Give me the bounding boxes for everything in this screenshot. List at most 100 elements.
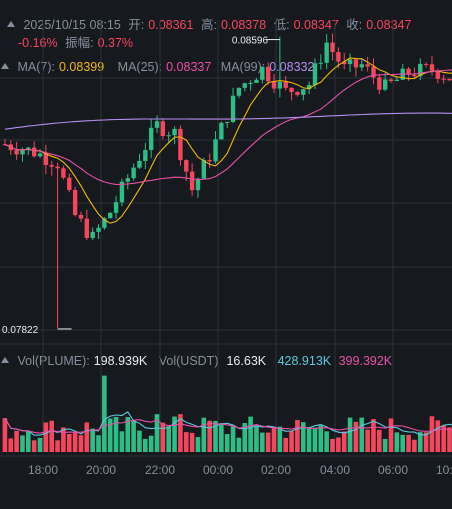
candle-body	[195, 178, 201, 191]
candle-body	[67, 177, 72, 190]
volume-bar	[248, 416, 253, 452]
candle-body	[26, 147, 31, 151]
volume-bar	[306, 427, 312, 452]
ma7-line	[4, 57, 452, 224]
candle-body	[96, 227, 101, 232]
candle-body	[382, 79, 388, 90]
volume-bar	[347, 417, 353, 452]
volume-bar	[330, 438, 335, 452]
candle-body	[14, 150, 19, 155]
close-value: 0.08347	[366, 18, 412, 32]
volume-bar	[96, 435, 101, 452]
ma99-value: 0.08332	[269, 60, 315, 74]
volume-bar	[102, 375, 107, 452]
volume-bar	[125, 417, 131, 452]
volume-bar	[394, 432, 400, 452]
candle-body	[78, 214, 84, 219]
volume-bar	[66, 433, 72, 452]
candle-body	[242, 83, 247, 88]
candle-body	[20, 150, 25, 155]
volume-bar	[8, 438, 14, 452]
volume-bar	[178, 414, 183, 452]
candle-body	[61, 168, 66, 178]
volume-bar	[283, 437, 288, 452]
volume-bar	[90, 428, 95, 452]
candle-body	[219, 122, 224, 140]
volume-bar	[2, 418, 8, 452]
candle-body	[435, 70, 441, 79]
candle-body	[418, 63, 423, 77]
volume-bar	[388, 418, 394, 452]
ma25-line	[4, 69, 452, 185]
candle-body	[119, 181, 125, 203]
x-tick-label: 10:	[436, 463, 452, 477]
candle-body	[277, 81, 283, 89]
volume-bar	[143, 438, 148, 452]
volume-bar	[195, 437, 201, 452]
vol-plume-value: 198.939K	[93, 354, 148, 368]
candle-body	[365, 64, 370, 67]
candle-body	[406, 68, 411, 75]
volume-bar	[61, 427, 66, 452]
candle-body	[137, 160, 142, 168]
candle-body	[166, 135, 171, 137]
volume-bar	[131, 420, 136, 452]
volume-bar	[84, 422, 90, 452]
volume-bar	[254, 425, 259, 452]
candle-body	[90, 231, 95, 238]
volume-bar	[324, 431, 329, 452]
volume-bar	[429, 416, 435, 452]
x-tick-label: 18:00	[28, 463, 58, 477]
candle-body	[388, 79, 394, 82]
candle-body	[289, 87, 294, 93]
ma7-label: MA(7):	[17, 60, 55, 74]
volume-bar	[341, 431, 347, 452]
volume-bar	[49, 420, 54, 452]
close-label: 收:	[346, 18, 363, 32]
candle-body	[318, 62, 324, 64]
candle-body	[377, 77, 382, 90]
candle-body	[49, 165, 54, 167]
candle-body	[342, 61, 347, 65]
volume-bar	[183, 432, 189, 452]
volume-bar	[295, 420, 300, 452]
candle-body	[225, 121, 230, 123]
candle-body	[283, 81, 288, 88]
volume-bar	[300, 422, 306, 452]
candle-body	[306, 85, 312, 90]
high-marker-label: 0.08596	[232, 36, 269, 47]
low-value: 0.08347	[293, 18, 339, 32]
volume-bar	[213, 420, 218, 452]
triangle-icon	[6, 18, 16, 28]
candle-body	[359, 64, 364, 68]
x-tick-label: 04:00	[320, 463, 350, 477]
candle-body	[330, 42, 335, 53]
ma99-label: MA(99):	[220, 60, 266, 74]
candle-body	[172, 128, 177, 136]
change-value: -0.16%	[18, 36, 58, 50]
volume-bar	[43, 422, 49, 452]
volume-bar	[230, 426, 236, 452]
candle-body	[400, 68, 405, 80]
candle-body	[148, 127, 154, 151]
volume-bar	[359, 417, 365, 452]
candle-body	[2, 144, 8, 146]
triangle-icon	[0, 354, 10, 364]
vol-ma10-line	[4, 417, 452, 434]
candle-body	[371, 66, 376, 78]
candle-body	[295, 92, 300, 95]
candle-body	[154, 121, 160, 128]
volume-bar	[201, 417, 207, 452]
candle-body	[72, 189, 78, 215]
candle-body	[254, 79, 259, 83]
candle-body	[178, 128, 183, 161]
volume-bar	[365, 429, 370, 452]
candle-body	[248, 82, 253, 84]
high-label: 高:	[200, 18, 217, 32]
vol-plume-label: Vol(PLUME):	[17, 354, 90, 368]
candle-body	[347, 59, 353, 65]
volume-bar	[435, 420, 441, 452]
candle-body	[8, 144, 13, 151]
